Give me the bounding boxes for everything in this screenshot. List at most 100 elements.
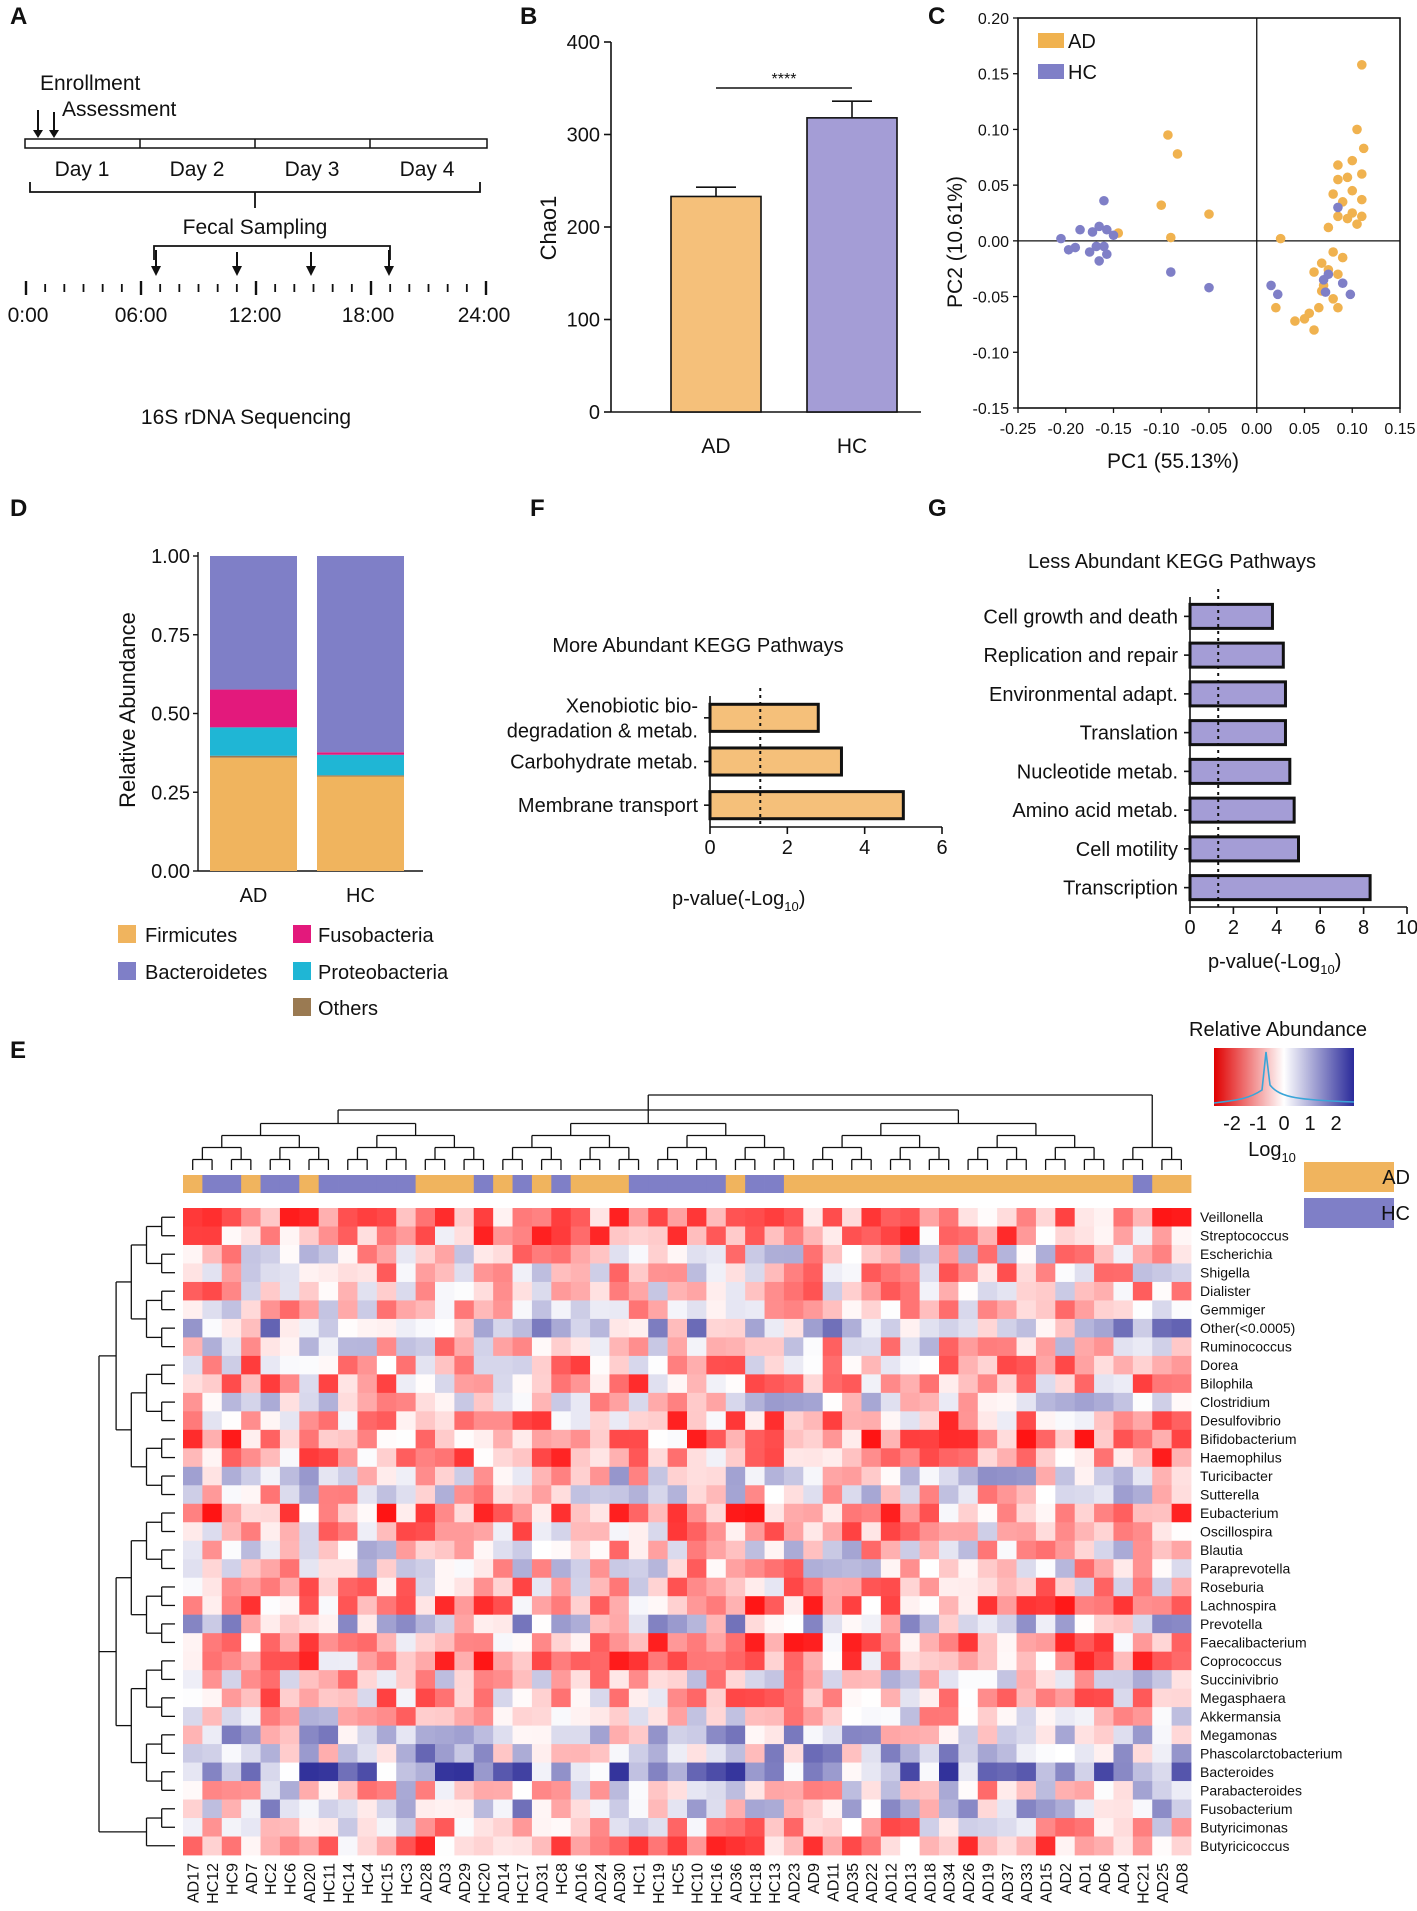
heatmap-cell: [687, 1281, 707, 1301]
heatmap-cell: [783, 1744, 804, 1763]
heatmap-cell: [1074, 1614, 1095, 1634]
heatmap-cell: [415, 1651, 436, 1671]
heatmap-column-label: AD35: [845, 1863, 862, 1903]
heatmap-cell: [745, 1448, 765, 1468]
heatmap-cell: [202, 1670, 223, 1690]
heatmap-cell: [376, 1263, 397, 1283]
heatmap-cell: [648, 1818, 669, 1837]
heatmap-cell: [1132, 1485, 1153, 1505]
enrollment-arrowhead: [33, 130, 43, 138]
heatmap-row-label: Turicibacter: [1200, 1468, 1273, 1484]
heatmap-cell: [512, 1670, 533, 1690]
heatmap-cell: [570, 1762, 591, 1782]
heatmap-cell: [183, 1725, 203, 1745]
heatmap-cell: [822, 1485, 843, 1505]
heatmap-cell: [1113, 1374, 1134, 1394]
heatmap-cell: [241, 1411, 261, 1431]
heatmap-cell: [764, 1429, 785, 1449]
heatmap-cell: [473, 1485, 494, 1505]
heatmap-cell: [706, 1355, 727, 1375]
heatmap-cell: [1035, 1744, 1056, 1763]
heatmap-cell: [435, 1392, 455, 1412]
heatmap-cell: [202, 1559, 223, 1579]
kegg-pathway-label: Membrane transport: [518, 795, 699, 817]
heatmap-cell: [1016, 1300, 1037, 1320]
heatmap-cell: [551, 1263, 572, 1283]
heatmap-cell: [318, 1374, 339, 1394]
heatmap-cell: [1152, 1540, 1173, 1560]
heatmap-cell: [764, 1263, 785, 1283]
heatmap-cell: [435, 1799, 455, 1819]
heatmap-cell: [260, 1374, 281, 1394]
sequencing-label: 16S rDNA Sequencing: [141, 406, 351, 429]
heatmap-cell: [880, 1596, 901, 1616]
heatmap-cell: [183, 1596, 203, 1616]
heatmap-cell: [725, 1263, 746, 1283]
heatmap-cell: [493, 1281, 513, 1301]
heatmap-cell: [473, 1707, 494, 1726]
heatmap-cell: [1074, 1503, 1095, 1523]
heatmap-cell: [706, 1392, 727, 1412]
heatmap-column-label: HC15: [380, 1863, 397, 1904]
heatmap-cell: [900, 1707, 921, 1726]
heatmap-cell: [1035, 1337, 1056, 1357]
heatmap-row-label: Ruminococcus: [1200, 1339, 1292, 1355]
heatmap-cell: [783, 1281, 804, 1301]
heatmap-cell: [279, 1355, 300, 1375]
heatmap-cell: [202, 1762, 223, 1782]
group-annotation-cell: [570, 1175, 591, 1193]
heatmap-cell: [977, 1762, 998, 1782]
day-1-label: Day 1: [55, 158, 110, 181]
heatmap-cell: [842, 1411, 862, 1431]
heatmap-cell: [919, 1208, 940, 1227]
heatmap-cell: [1171, 1836, 1192, 1856]
heatmap-cell: [202, 1244, 223, 1264]
group-annotation-cell: [435, 1175, 455, 1193]
heatmap-cell: [1171, 1799, 1192, 1819]
heatmap-cell: [745, 1707, 765, 1726]
heatmap-cell: [1171, 1226, 1192, 1246]
heatmap-cell: [512, 1577, 533, 1597]
heatmap-cell: [1094, 1762, 1114, 1782]
heatmap-cell: [376, 1651, 397, 1671]
heatmap-cell: [202, 1836, 223, 1856]
heatmap-column-label: AD28: [418, 1863, 435, 1903]
legend-label-ad: AD: [1068, 31, 1096, 53]
pca-x-tick-label: -0.20: [1048, 421, 1085, 438]
heatmap-cell: [1152, 1744, 1173, 1763]
heatmap-cell: [745, 1466, 765, 1486]
heatmap-cell: [1152, 1226, 1173, 1246]
heatmap-cell: [260, 1651, 281, 1671]
heatmap-cell: [260, 1466, 281, 1486]
pca-y-tick-label: -0.05: [973, 290, 1010, 307]
heatmap-cell: [1152, 1374, 1173, 1394]
heatmap-row-label: Butyricicoccus: [1200, 1838, 1289, 1854]
heatmap-cell: [783, 1263, 804, 1283]
pca-point-hc: [1063, 244, 1074, 255]
heatmap-cell: [1152, 1411, 1173, 1431]
heatmap-row-label: Lachnospira: [1200, 1597, 1276, 1613]
heatmap-cell: [1074, 1466, 1095, 1486]
heatmap-cell: [551, 1300, 572, 1320]
heatmap-cell: [1035, 1244, 1056, 1264]
heatmap-cell: [376, 1744, 397, 1763]
heatmap-cell: [977, 1707, 998, 1726]
heatmap-cell: [1016, 1355, 1037, 1375]
pca-point-hc: [1266, 280, 1276, 291]
heatmap-cell: [861, 1559, 882, 1579]
heatmap-cell: [1074, 1208, 1095, 1227]
heatmap-cell: [415, 1596, 436, 1616]
heatmap-cell: [183, 1744, 203, 1763]
heatmap-cell: [260, 1633, 281, 1653]
heatmap-cell: [435, 1559, 455, 1579]
heatmap-cell: [783, 1374, 804, 1394]
heatmap-cell: [531, 1540, 552, 1560]
heatmap-cell: [551, 1633, 572, 1653]
pca-point-hc: [1345, 289, 1356, 300]
pca-point-ad: [1342, 213, 1353, 224]
heatmap-cell: [1152, 1355, 1173, 1375]
heatmap-cell: [396, 1836, 417, 1856]
kegg-bar: [708, 702, 820, 733]
heatmap-cell: [493, 1522, 513, 1542]
pca-point-ad: [1309, 325, 1319, 335]
